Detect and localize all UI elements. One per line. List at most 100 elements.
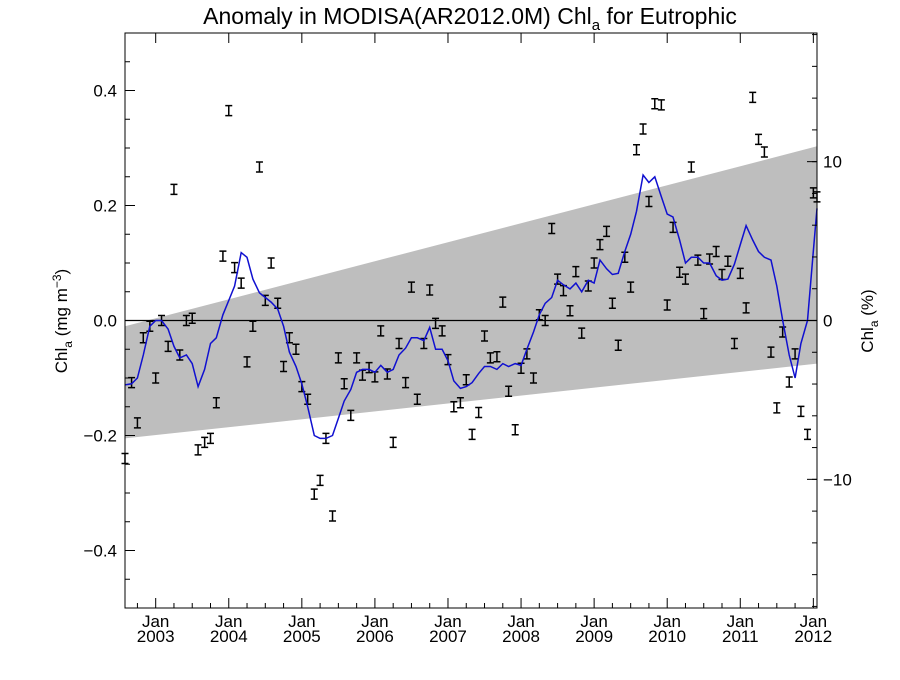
data-point-errorbar xyxy=(645,195,653,208)
y-axis-label-left: Chla (mg m−3) xyxy=(50,269,75,373)
x-tick-label-month: Jan xyxy=(653,612,680,631)
y-tick-label-left: 0.2 xyxy=(93,197,117,216)
data-point-errorbar xyxy=(353,352,361,364)
data-point-errorbar xyxy=(566,304,574,317)
data-point-errorbar xyxy=(329,510,337,522)
data-point-errorbar xyxy=(804,428,812,441)
data-point-errorbar xyxy=(432,317,440,330)
data-point-errorbar xyxy=(170,183,178,196)
x-tick-label-year: 2007 xyxy=(429,627,467,646)
data-point-errorbar xyxy=(182,314,190,327)
data-point-errorbar xyxy=(486,352,494,364)
data-point-errorbar xyxy=(456,396,464,409)
data-point-errorbar xyxy=(548,222,556,235)
data-point-errorbar xyxy=(687,161,695,173)
y-axis-label-right: Chla (%) xyxy=(858,289,881,352)
data-point-errorbar xyxy=(760,146,768,158)
y-tick-label-right: −10 xyxy=(823,470,852,489)
x-tick-label-year: 2005 xyxy=(283,627,321,646)
data-point-errorbar xyxy=(402,376,410,389)
data-point-errorbar xyxy=(681,273,689,285)
y-tick-label-left: −0.4 xyxy=(83,542,117,561)
data-point-errorbar xyxy=(603,225,611,238)
data-point-errorbar xyxy=(219,250,227,262)
x-tick-label-month: Jan xyxy=(434,612,461,631)
data-point-errorbar xyxy=(243,356,251,368)
data-point-errorbar xyxy=(785,376,793,388)
x-tick-label-month: Jan xyxy=(215,612,242,631)
x-tick-label-month: Jan xyxy=(580,612,607,631)
data-point-errorbar xyxy=(627,281,635,293)
data-point-errorbar xyxy=(395,337,403,350)
data-point-errorbar xyxy=(152,372,160,384)
data-point-errorbar xyxy=(225,104,233,117)
data-point-errorbar xyxy=(493,350,501,363)
data-point-errorbar xyxy=(426,284,434,296)
y-tick-label-right: 0 xyxy=(823,312,832,331)
data-point-errorbar xyxy=(779,326,787,338)
data-point-errorbar xyxy=(511,424,519,436)
data-point-errorbar xyxy=(438,325,446,337)
data-point-errorbar xyxy=(730,337,738,350)
data-point-errorbar xyxy=(749,91,757,104)
data-point-errorbar xyxy=(736,267,744,280)
x-tick-label-year: 2004 xyxy=(210,627,248,646)
x-tick-label-month: Jan xyxy=(288,612,315,631)
data-point-errorbar xyxy=(280,360,288,373)
data-point-errorbar xyxy=(310,488,318,500)
x-tick-label-month: Jan xyxy=(142,612,169,631)
data-point-errorbar xyxy=(767,346,775,358)
data-point-errorbar xyxy=(724,255,732,268)
data-point-errorbar xyxy=(164,340,172,353)
data-point-errorbar xyxy=(809,187,817,199)
data-point-errorbar xyxy=(206,432,214,445)
x-tick-label-year: 2011 xyxy=(722,627,759,646)
data-point-errorbar xyxy=(316,474,324,487)
data-point-errorbar xyxy=(541,314,549,327)
data-point-errorbar xyxy=(608,297,616,309)
data-point-errorbar xyxy=(413,393,421,406)
data-point-errorbar xyxy=(407,281,415,293)
data-point-errorbar xyxy=(340,378,348,390)
data-point-errorbar xyxy=(194,444,202,456)
data-point-errorbar xyxy=(700,307,708,320)
data-point-errorbar xyxy=(663,299,671,311)
data-point-errorbar xyxy=(389,436,397,449)
data-point-errorbar xyxy=(657,99,665,111)
x-tick-label-month: Jan xyxy=(507,612,534,631)
data-point-errorbar xyxy=(529,372,537,384)
data-point-errorbar xyxy=(347,409,355,422)
data-point-errorbar xyxy=(365,361,373,374)
x-tick-label-year: 2010 xyxy=(648,627,686,646)
data-point-errorbar xyxy=(669,221,677,234)
data-point-errorbar xyxy=(639,123,647,135)
data-point-errorbar xyxy=(255,161,263,173)
x-tick-label-month: Jan xyxy=(800,612,827,631)
x-tick-label-year: 2003 xyxy=(137,627,175,646)
data-point-errorbar xyxy=(633,143,641,156)
data-point-errorbar xyxy=(468,428,476,441)
y-tick-label-left: 0.0 xyxy=(93,312,117,331)
plot-area: −0.4−0.20.00.20.4−10010Jan2003Jan2004Jan… xyxy=(83,32,852,646)
x-tick-label-year: 2008 xyxy=(502,627,540,646)
data-point-errorbar xyxy=(237,277,245,289)
y-tick-label-left: −0.2 xyxy=(83,427,117,446)
data-point-errorbar xyxy=(742,302,750,314)
data-point-errorbar xyxy=(475,406,483,419)
data-point-errorbar xyxy=(572,265,580,278)
data-point-errorbar xyxy=(676,266,684,278)
data-point-errorbar xyxy=(590,257,598,269)
x-tick-label-year: 2006 xyxy=(356,627,394,646)
data-point-errorbar xyxy=(651,97,659,110)
data-point-errorbar xyxy=(791,348,799,360)
data-point-errorbar xyxy=(578,327,586,339)
data-point-errorbar xyxy=(773,402,781,414)
data-point-errorbar xyxy=(188,312,196,324)
data-point-errorbar xyxy=(450,401,458,413)
data-point-errorbar xyxy=(267,257,275,269)
data-point-errorbar xyxy=(499,296,507,308)
series-line xyxy=(124,173,818,440)
x-tick-label-year: 2009 xyxy=(575,627,613,646)
